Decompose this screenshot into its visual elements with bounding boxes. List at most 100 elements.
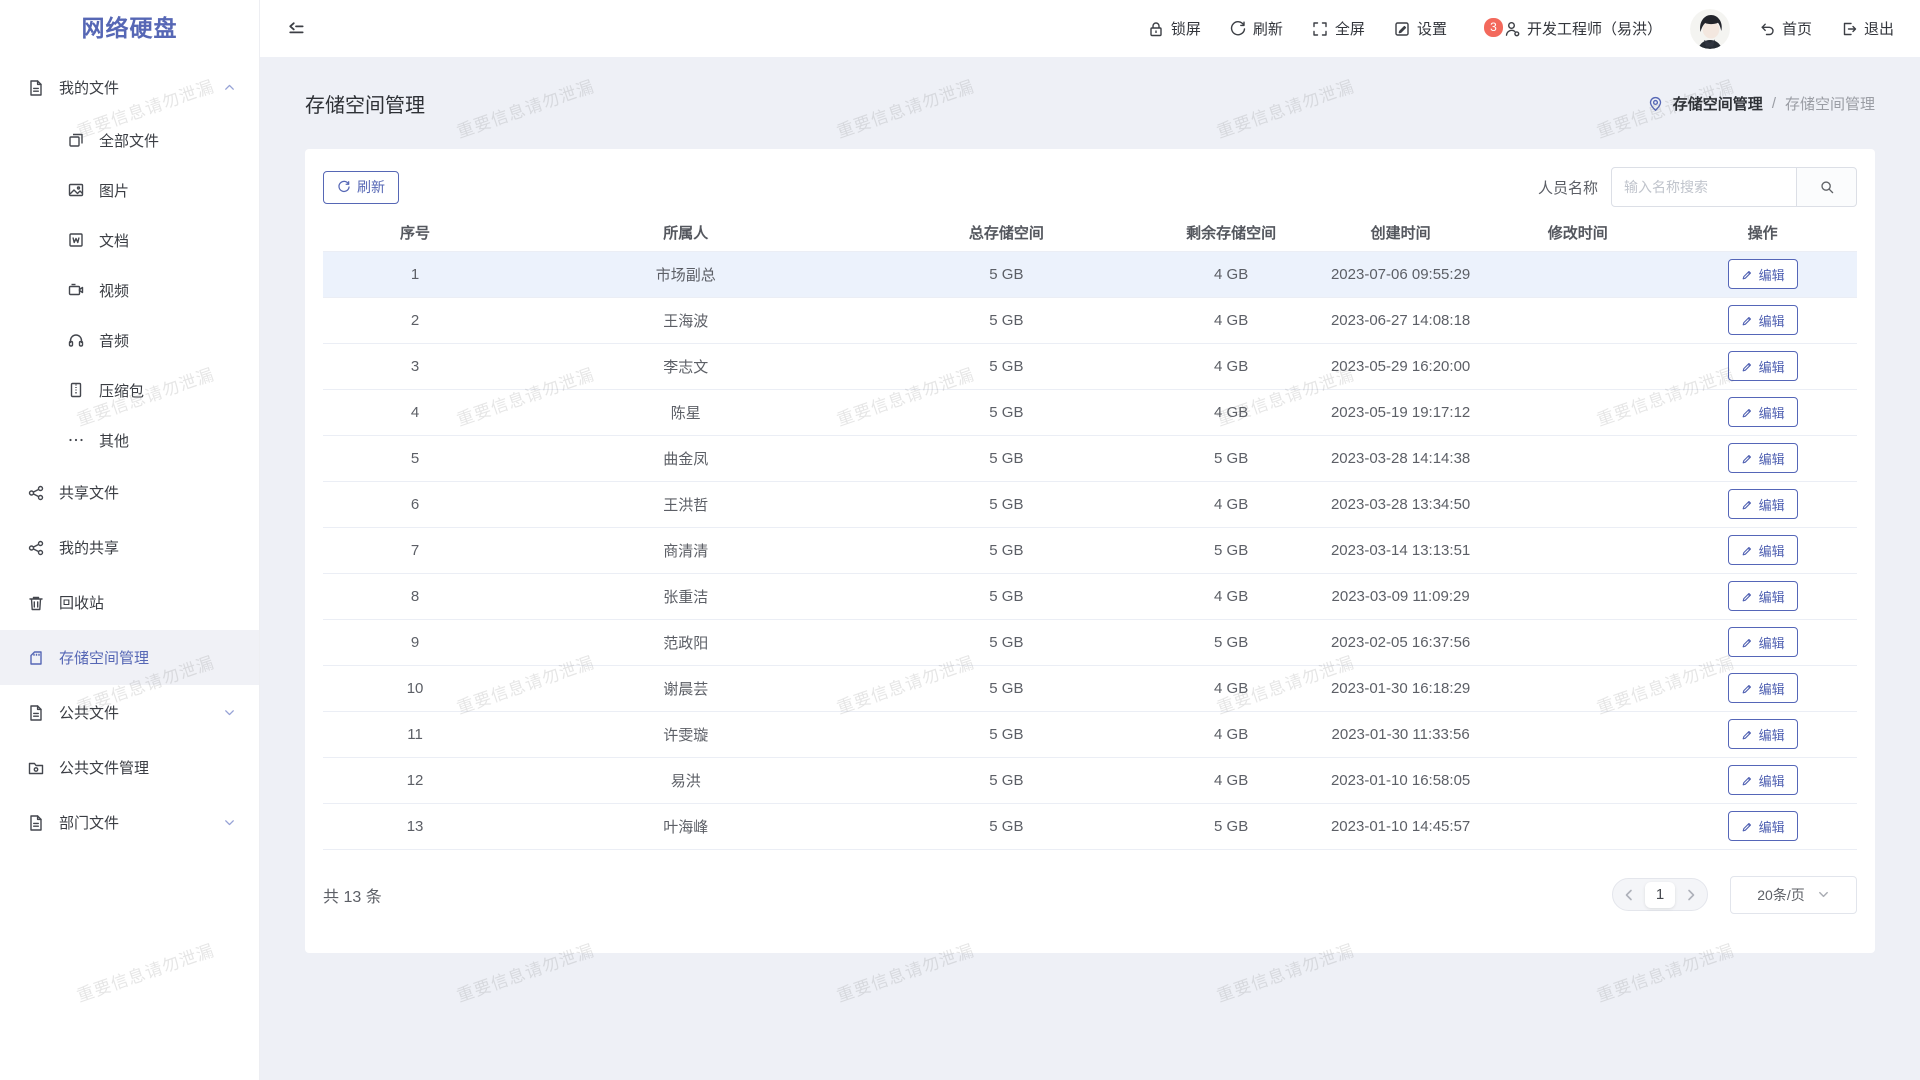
sidebar-collapse-icon[interactable] (286, 19, 306, 39)
prev-page-button[interactable] (1622, 888, 1636, 902)
cell-free: 4 GB (1148, 757, 1314, 804)
column-header-actions: 操作 (1668, 214, 1857, 252)
sidebar-item-label: 文档 (99, 232, 130, 250)
refresh-icon (338, 180, 350, 193)
table-row: 10 谢晨芸 5 GB 4 GB 2023-01-30 16:18:29 编辑 (323, 665, 1857, 712)
cell-free: 4 GB (1148, 297, 1314, 344)
sidebar-item-docs[interactable]: 文档 (0, 215, 259, 265)
trash-icon (27, 594, 45, 612)
search-button[interactable] (1796, 167, 1857, 207)
edit-button[interactable]: 编辑 (1727, 581, 1798, 611)
cell-modified (1487, 711, 1669, 758)
edit-pen-icon (1742, 316, 1751, 325)
cell-modified (1487, 389, 1669, 436)
search-input[interactable] (1611, 167, 1797, 207)
fullscreen-icon (1311, 20, 1329, 38)
sidebar-item-my-files[interactable]: 我的文件 (0, 60, 259, 115)
edit-button[interactable]: 编辑 (1727, 305, 1798, 335)
sidebar-item-audio[interactable]: 音频 (0, 315, 259, 365)
page-number[interactable]: 1 (1645, 881, 1675, 908)
table-refresh-button[interactable]: 刷新 (323, 170, 399, 204)
edit-button[interactable]: 编辑 (1727, 719, 1798, 749)
column-header-no: 序号 (323, 214, 508, 252)
cell-created: 2023-02-05 16:37:56 (1313, 619, 1488, 666)
back-home-icon (1758, 20, 1776, 38)
cell-no: 11 (323, 711, 508, 758)
table-row: 9 范政阳 5 GB 5 GB 2023-02-05 16:37:56 编辑 (323, 619, 1857, 666)
sidebar-item-label: 其他 (99, 432, 130, 450)
sidebar-item-my-shares[interactable]: 我的共享 (0, 520, 259, 575)
breadcrumb-separator: / (1771, 94, 1776, 112)
edit-button[interactable]: 编辑 (1727, 489, 1798, 519)
share-icon (27, 539, 45, 557)
video-icon (67, 281, 85, 299)
cell-created: 2023-03-09 11:09:29 (1313, 573, 1488, 620)
document-icon (27, 704, 45, 722)
edit-button-label: 编辑 (1758, 589, 1785, 605)
cell-owner: 市场副总 (507, 251, 865, 298)
logout-button[interactable]: 退出 (1840, 18, 1894, 39)
sidebar-item-storage-management[interactable]: 存储空间管理 (0, 630, 259, 685)
cell-actions: 编辑 (1668, 711, 1857, 758)
cell-owner: 陈星 (507, 389, 865, 436)
sidebar-item-all-files[interactable]: 全部文件 (0, 115, 259, 165)
cell-modified (1487, 527, 1669, 574)
sidebar-item-label: 公共文件 (59, 705, 120, 722)
table-row: 5 曲金凤 5 GB 5 GB 2023-03-28 14:14:38 编辑 (323, 435, 1857, 482)
cell-total: 5 GB (864, 757, 1149, 804)
image-icon (67, 181, 85, 199)
sidebar-item-images[interactable]: 图片 (0, 165, 259, 215)
cell-owner: 易洪 (507, 757, 865, 804)
sidebar-item-shared-files[interactable]: 共享文件 (0, 465, 259, 520)
cell-created: 2023-05-19 19:17:12 (1313, 389, 1488, 436)
topbar: 锁屏 刷新 全屏 设置 3 开发工程师（易洪） (260, 0, 1920, 57)
card-footer: 共 13 条 1 20条/页 (323, 875, 1857, 915)
cell-created: 2023-01-10 14:45:57 (1313, 803, 1488, 850)
breadcrumb: 存储空间管理 / 存储空间管理 (1647, 93, 1875, 114)
cell-no: 9 (323, 619, 508, 666)
fullscreen-label: 全屏 (1334, 21, 1365, 38)
next-page-button[interactable] (1684, 888, 1698, 902)
page-size-value: 20条/页 (1757, 886, 1805, 903)
edit-button[interactable]: 编辑 (1727, 443, 1798, 473)
cell-free: 4 GB (1148, 343, 1314, 390)
cell-created: 2023-03-28 13:34:50 (1313, 481, 1488, 528)
edit-button[interactable]: 编辑 (1727, 259, 1798, 289)
settings-icon (1393, 20, 1411, 38)
home-button[interactable]: 首页 (1758, 18, 1812, 39)
edit-pen-icon (1742, 408, 1751, 417)
edit-button[interactable]: 编辑 (1727, 535, 1798, 565)
page-size-select[interactable]: 20条/页 (1730, 875, 1857, 914)
edit-button[interactable]: 编辑 (1727, 627, 1798, 657)
lock-screen-button[interactable]: 锁屏 (1147, 18, 1201, 39)
cell-actions: 编辑 (1668, 297, 1857, 344)
fullscreen-button[interactable]: 全屏 (1311, 18, 1365, 39)
table-row: 2 王海波 5 GB 4 GB 2023-06-27 14:08:18 编辑 (323, 297, 1857, 344)
edit-button[interactable]: 编辑 (1727, 765, 1798, 795)
edit-pen-icon (1742, 362, 1751, 371)
avatar[interactable] (1689, 8, 1730, 49)
cell-created: 2023-05-29 16:20:00 (1313, 343, 1488, 390)
chevron-up-icon (222, 80, 237, 95)
sidebar-item-public-files[interactable]: 公共文件 (0, 685, 259, 740)
sidebar-item-public-file-management[interactable]: 公共文件管理 (0, 740, 259, 795)
sidebar-item-recycle-bin[interactable]: 回收站 (0, 575, 259, 630)
column-header-total: 总存储空间 (864, 214, 1149, 252)
sidebar-item-archives[interactable]: 压缩包 (0, 365, 259, 415)
user-menu[interactable]: 开发工程师（易洪） (1503, 18, 1662, 39)
sidebar-item-videos[interactable]: 视频 (0, 265, 259, 315)
edit-button[interactable]: 编辑 (1727, 673, 1798, 703)
edit-button[interactable]: 编辑 (1727, 351, 1798, 381)
cell-modified (1487, 757, 1669, 804)
sidebar-item-others[interactable]: 其他 (0, 415, 259, 465)
refresh-page-button[interactable]: 刷新 (1229, 18, 1283, 39)
edit-button[interactable]: 编辑 (1727, 811, 1798, 841)
edit-button[interactable]: 编辑 (1727, 397, 1798, 427)
settings-button[interactable]: 设置 (1393, 18, 1447, 39)
breadcrumb-root[interactable]: 存储空间管理 (1672, 95, 1763, 113)
cell-modified (1487, 803, 1669, 850)
cell-no: 12 (323, 757, 508, 804)
cell-actions: 编辑 (1668, 251, 1857, 298)
sidebar-item-label: 图片 (99, 182, 130, 200)
sidebar-item-department-files[interactable]: 部门文件 (0, 795, 259, 850)
